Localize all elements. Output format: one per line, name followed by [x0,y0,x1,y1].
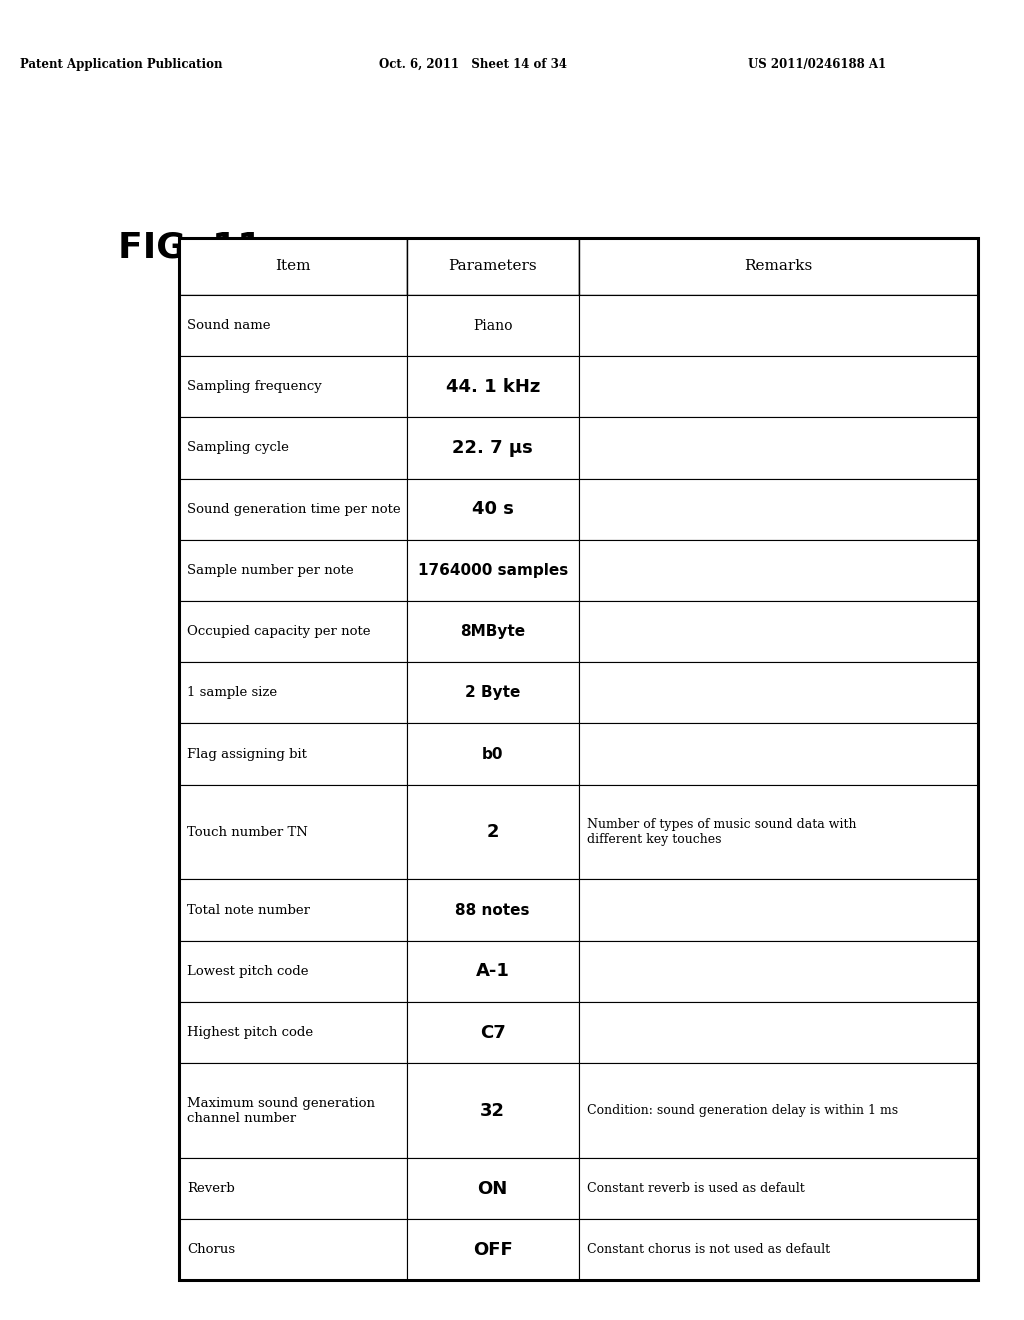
Text: Lowest pitch code: Lowest pitch code [187,965,309,978]
Text: Highest pitch code: Highest pitch code [187,1026,313,1039]
Bar [579,663,978,723]
Bar [579,479,978,540]
Text: Oct. 6, 2011   Sheet 14 of 34: Oct. 6, 2011 Sheet 14 of 34 [379,58,567,71]
Bar [407,941,579,1002]
Bar [179,356,407,417]
Bar [579,238,978,294]
Bar [179,1220,407,1280]
Text: Sound name: Sound name [187,319,271,333]
Bar [179,723,407,784]
Text: Item: Item [275,259,310,273]
Text: b0: b0 [482,747,504,762]
Text: A-1: A-1 [476,962,510,981]
Text: Constant reverb is used as default: Constant reverb is used as default [587,1183,805,1195]
Bar [179,238,978,1280]
Bar [407,294,579,356]
Text: Maximum sound generation
channel number: Maximum sound generation channel number [187,1097,376,1125]
Bar [579,1220,978,1280]
Text: Chorus: Chorus [187,1243,236,1257]
Text: Sampling frequency: Sampling frequency [187,380,323,393]
Text: FIG. 11: FIG. 11 [118,230,262,264]
Text: Piano: Piano [473,318,512,333]
Bar [179,1002,407,1063]
Text: 40 s: 40 s [472,500,514,519]
Bar [407,601,579,663]
Bar [579,784,978,879]
Bar [407,1063,579,1158]
Text: Patent Application Publication: Patent Application Publication [20,58,223,71]
Bar [179,238,407,294]
Bar [579,540,978,601]
Bar [407,356,579,417]
Bar [579,294,978,356]
Text: Occupied capacity per note: Occupied capacity per note [187,626,371,638]
Bar [179,294,407,356]
Text: 88 notes: 88 notes [456,903,530,917]
Text: 44. 1 kHz: 44. 1 kHz [445,378,540,396]
Bar [407,879,579,941]
Text: Number of types of music sound data with
different key touches: Number of types of music sound data with… [587,818,856,846]
Bar [407,663,579,723]
Bar [179,941,407,1002]
Text: Total note number: Total note number [187,904,310,916]
Text: Condition: sound generation delay is within 1 ms: Condition: sound generation delay is wit… [587,1104,898,1117]
Bar [407,784,579,879]
Bar [579,1158,978,1220]
Bar [407,723,579,784]
Text: Flag assigning bit: Flag assigning bit [187,747,307,760]
Text: Remarks: Remarks [744,259,812,273]
Bar [179,879,407,941]
Bar [579,1002,978,1063]
Bar [579,356,978,417]
Text: US 2011/0246188 A1: US 2011/0246188 A1 [748,58,886,71]
Bar [579,941,978,1002]
Text: 2: 2 [486,824,499,841]
Bar [407,540,579,601]
Text: Parameters: Parameters [449,259,537,273]
Bar [407,417,579,479]
Text: Reverb: Reverb [187,1183,236,1195]
Text: Constant chorus is not used as default: Constant chorus is not used as default [587,1243,829,1257]
Bar [407,479,579,540]
Bar [579,879,978,941]
Text: ON: ON [477,1180,508,1197]
Text: Touch number TN: Touch number TN [187,825,308,838]
Bar [579,723,978,784]
Bar [179,1158,407,1220]
Text: 32: 32 [480,1102,505,1119]
Bar [579,417,978,479]
Bar [179,784,407,879]
Text: 1 sample size: 1 sample size [187,686,278,700]
Text: 8MByte: 8MByte [460,624,525,639]
Bar [579,601,978,663]
Text: 2 Byte: 2 Byte [465,685,520,701]
Bar [179,601,407,663]
Bar [407,1220,579,1280]
Text: Sample number per note: Sample number per note [187,564,354,577]
Bar [179,417,407,479]
Bar [179,540,407,601]
Bar [179,479,407,540]
Text: 22. 7 μs: 22. 7 μs [453,440,534,457]
Text: OFF: OFF [473,1241,513,1259]
Text: Sound generation time per note: Sound generation time per note [187,503,401,516]
Text: 1764000 samples: 1764000 samples [418,562,568,578]
Bar [179,663,407,723]
Bar [407,238,579,294]
Bar [407,1002,579,1063]
Text: Sampling cycle: Sampling cycle [187,441,289,454]
Bar [407,1158,579,1220]
Text: C7: C7 [480,1023,506,1041]
Bar [579,1063,978,1158]
Bar [179,1063,407,1158]
